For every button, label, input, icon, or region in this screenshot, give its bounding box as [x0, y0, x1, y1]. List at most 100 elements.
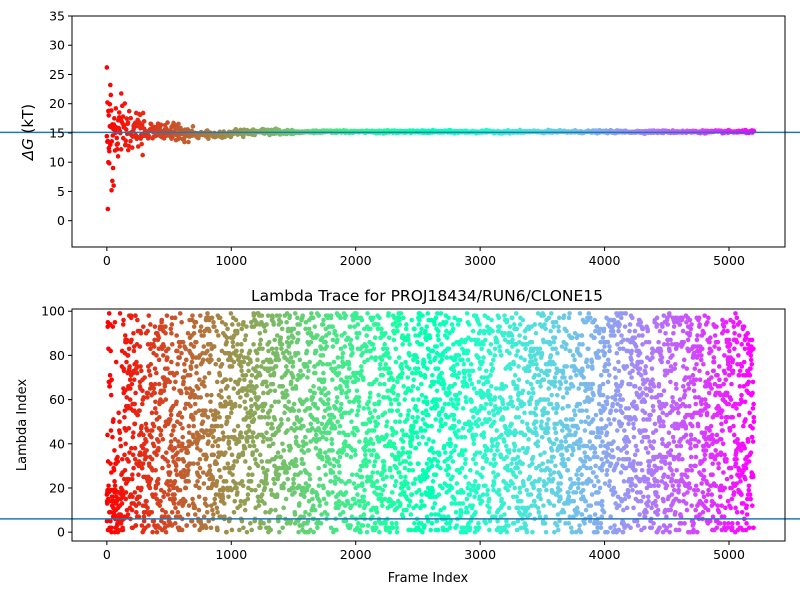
- lambda-point: [452, 381, 458, 387]
- lambda-point: [131, 430, 136, 436]
- lambda-point: [148, 322, 153, 327]
- lambda-point: [215, 410, 221, 416]
- lambda-point: [212, 496, 218, 502]
- lambda-point: [485, 487, 491, 493]
- lambda-point: [269, 359, 274, 365]
- lambda-point: [136, 501, 142, 506]
- lambda-point: [307, 359, 312, 365]
- delta-g-point: [140, 152, 145, 158]
- lambda-point: [243, 372, 249, 378]
- lambda-point: [517, 485, 523, 491]
- lambda-point: [422, 375, 428, 380]
- lambda-point: [179, 350, 184, 356]
- lambda-point: [377, 361, 383, 367]
- lambda-point: [411, 377, 416, 383]
- delta-g-point: [118, 91, 124, 96]
- lambda-point: [336, 430, 342, 436]
- lambda-point: [349, 346, 355, 352]
- lambda-point: [236, 439, 242, 444]
- lambda-point: [490, 443, 496, 449]
- lambda-point: [497, 344, 502, 349]
- lambda-point: [214, 505, 220, 511]
- lambda-point: [214, 479, 220, 484]
- lambda-point: [400, 370, 405, 376]
- lambda-point: [308, 421, 314, 427]
- lambda-point: [357, 503, 362, 508]
- lambda-point: [228, 410, 234, 416]
- lambda-point: [508, 366, 513, 371]
- lambda-point: [334, 399, 340, 405]
- lambda-point: [321, 414, 327, 420]
- lambda-point: [161, 494, 166, 500]
- lambda-point: [337, 423, 343, 429]
- lambda-point: [529, 339, 535, 345]
- lambda-point: [426, 412, 431, 418]
- lambda-point: [427, 335, 433, 341]
- lambda-point: [285, 417, 291, 422]
- lambda-point: [429, 463, 435, 469]
- lambda-point: [410, 414, 415, 420]
- lambda-point: [521, 483, 526, 489]
- lambda-point: [394, 521, 399, 526]
- delta-g-point: [122, 142, 128, 148]
- lambda-point: [529, 461, 535, 466]
- lambda-point: [367, 390, 373, 396]
- lambda-point: [158, 432, 164, 438]
- lambda-point: [348, 337, 354, 343]
- lambda-point: [196, 485, 202, 491]
- lambda-point: [248, 359, 253, 365]
- lambda-point: [423, 408, 429, 413]
- lambda-point: [313, 348, 319, 354]
- lambda-point: [290, 359, 296, 365]
- lambda-point: [476, 483, 481, 489]
- lambda-point: [457, 470, 463, 475]
- lambda-point: [254, 384, 259, 389]
- lambda-point: [177, 410, 183, 416]
- lambda-point: [321, 485, 326, 491]
- lambda-point: [352, 448, 358, 453]
- lambda-point: [532, 372, 538, 378]
- lambda-point: [283, 496, 289, 502]
- lambda-point: [351, 481, 357, 486]
- lambda-point: [492, 419, 497, 424]
- lambda-point: [197, 328, 203, 334]
- delta-g-point: [176, 121, 181, 127]
- lambda-point: [428, 527, 434, 533]
- lambda-point: [422, 523, 427, 528]
- lambda-point: [211, 344, 217, 349]
- lambda-point: [190, 496, 195, 502]
- lambda-point: [553, 430, 559, 436]
- lambda-point: [479, 498, 485, 504]
- lambda-point: [330, 344, 336, 349]
- lambda-point: [401, 315, 406, 321]
- lambda-point: [132, 421, 138, 427]
- delta-g-point: [107, 148, 112, 154]
- lambda-point: [324, 501, 329, 506]
- lambda-point: [465, 357, 471, 363]
- lambda-point: [432, 501, 438, 506]
- lambda-point: [470, 368, 476, 374]
- lambda-point: [430, 479, 436, 484]
- lambda-point: [147, 485, 153, 491]
- lambda-point: [322, 463, 328, 469]
- lambda-point: [321, 496, 327, 502]
- lambda-point: [488, 342, 494, 347]
- lambda-point: [338, 346, 344, 352]
- lambda-point: [208, 525, 214, 531]
- lambda-point: [239, 368, 244, 374]
- lambda-point: [293, 386, 299, 391]
- lambda-point: [392, 445, 398, 451]
- lambda-point: [203, 525, 209, 531]
- lambda-point: [229, 452, 235, 458]
- lambda-point: [419, 342, 425, 347]
- lambda-point: [391, 441, 397, 447]
- lambda-point: [470, 328, 476, 334]
- lambda-point: [183, 346, 188, 352]
- lambda-point: [210, 507, 215, 513]
- lambda-point: [107, 372, 113, 378]
- lambda-point: [484, 445, 490, 451]
- lambda-point: [270, 426, 275, 431]
- lambda-point: [368, 437, 374, 442]
- lambda-point: [314, 492, 320, 497]
- lambda-point: [447, 437, 453, 442]
